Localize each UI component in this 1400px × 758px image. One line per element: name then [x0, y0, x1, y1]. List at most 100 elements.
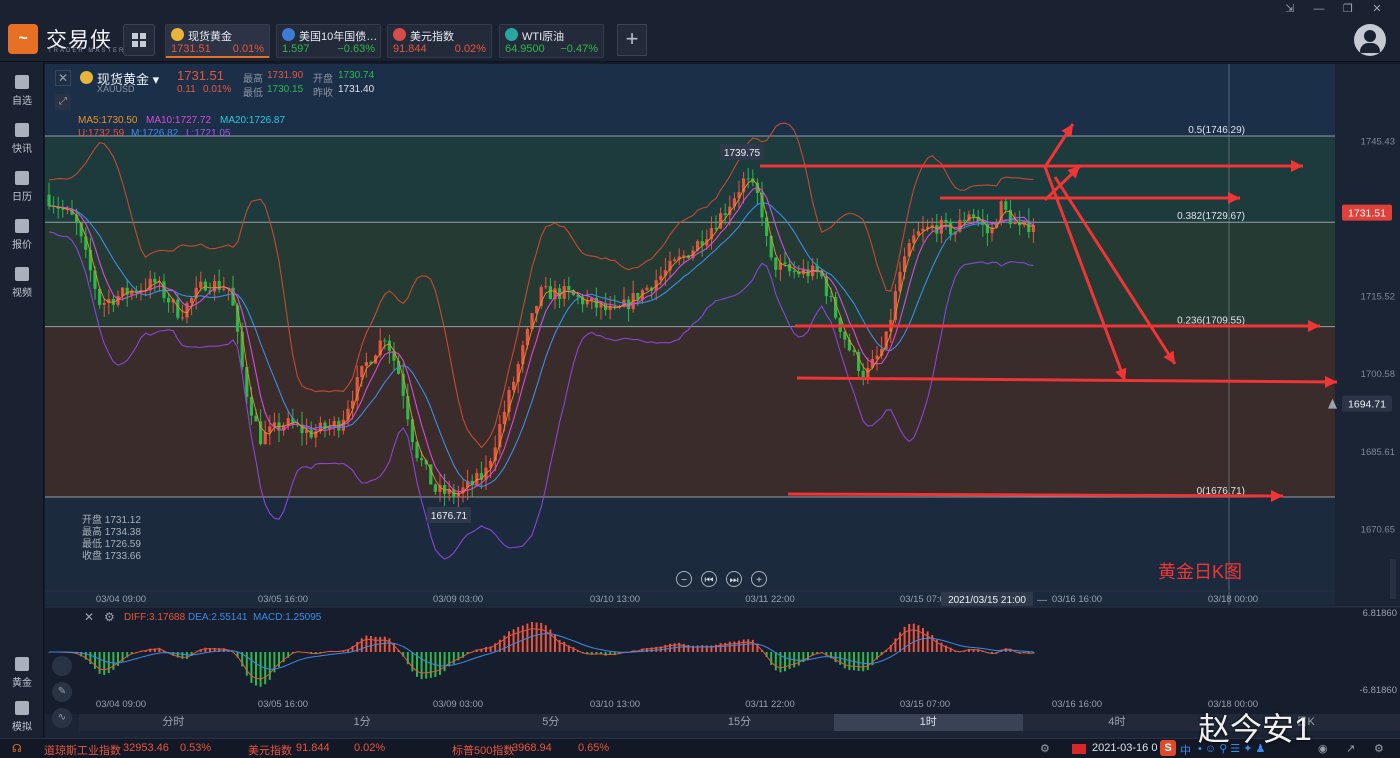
macd-bar [521, 625, 524, 652]
ticker-tab[interactable]: 美国10年国债… 1.597 −0.63% [276, 24, 381, 58]
status-dow-name[interactable]: 道琼斯工业指数 [44, 745, 121, 757]
timeframe-tab[interactable]: 4时 [1108, 716, 1126, 728]
zoom-control-button[interactable] [726, 571, 742, 587]
sidebar-item[interactable]: 日历 [0, 166, 44, 210]
expand-icon[interactable]: ⤢ [55, 94, 71, 110]
status-usd-name[interactable]: 美元指数 [248, 745, 292, 757]
close-macd-button[interactable]: ✕ [84, 610, 95, 624]
candle-body [456, 493, 460, 498]
instrument-change: 0.11 [177, 84, 196, 95]
candle-body [401, 373, 405, 396]
macd-bar [130, 652, 133, 655]
sidebar-item[interactable]: 模拟 [0, 696, 44, 740]
instrument-name[interactable]: 现货黄金 ▾ [97, 72, 160, 87]
candle-body [153, 278, 157, 283]
macd-bar [1032, 652, 1035, 654]
share-icon[interactable]: ↗ [1346, 743, 1356, 755]
macd-bar [112, 652, 115, 670]
candle-body [213, 281, 217, 292]
macd-bar [480, 648, 483, 652]
ticker-tab[interactable]: WTI原油 64.9500 −0.47% [499, 24, 604, 58]
user-avatar[interactable] [1354, 24, 1386, 56]
zoom-control-button[interactable] [701, 571, 717, 587]
candle-body [709, 228, 713, 240]
sidebar-item[interactable]: 黄金 [0, 652, 44, 696]
macd-bar [931, 635, 934, 652]
candle-body [47, 194, 51, 206]
current-price-tag-bg [1342, 204, 1392, 221]
ticker-tab[interactable]: 现货黄金 1731.51 0.01% [165, 24, 270, 58]
candlesticks [47, 167, 1035, 507]
macd-bar [857, 652, 860, 672]
macd-bar [949, 647, 952, 652]
signal-icon[interactable]: ⚙ [1040, 743, 1050, 755]
ime-toolbar-icons[interactable]: • ☺ ⚲ ☰ ✦ ♟ [1198, 743, 1266, 755]
candle-body [972, 214, 976, 217]
macd-bar [370, 636, 372, 652]
settings-icon[interactable]: ⚙ [1374, 743, 1384, 755]
grid-icon [132, 33, 138, 39]
arrow-head [1163, 350, 1175, 364]
candle-body [765, 217, 769, 236]
timeframe-tab[interactable]: 15分 [727, 716, 752, 728]
zoom-control-label: + [756, 575, 762, 586]
candle-body [700, 241, 704, 246]
sidebar-item[interactable]: 快讯 [0, 118, 44, 162]
timeframe-tab[interactable]: 1时 [833, 714, 1023, 731]
maximize-icon[interactable]: ❐ [1343, 3, 1353, 15]
macd-bar [462, 652, 464, 658]
sidebar-item[interactable]: 报价 [0, 214, 44, 258]
candle-body [203, 281, 207, 291]
gold-icon [15, 657, 29, 671]
status-sp-name[interactable]: 标普500指数 [452, 745, 515, 757]
headset-icon[interactable]: ☊ [12, 743, 22, 755]
close-chart-button[interactable]: ✕ [55, 70, 71, 86]
camera-icon[interactable]: ◉ [1318, 743, 1328, 755]
layout-grid-button[interactable] [123, 24, 155, 56]
draw-tool-button[interactable]: ✎ [52, 682, 72, 702]
sidebar-item[interactable]: 自选 [0, 70, 44, 114]
indicator-tool-button[interactable] [52, 656, 72, 676]
macd-bar [255, 652, 257, 686]
candle-body [898, 271, 902, 292]
macd-bar [586, 652, 589, 655]
ticker-tab[interactable]: 美元指数 91.844 0.02% [387, 24, 492, 58]
ticker-change: −0.47% [560, 43, 598, 55]
zoom-control-button[interactable] [751, 571, 767, 587]
timeframe-tab[interactable]: 日K [1296, 716, 1315, 728]
zoom-control-button[interactable] [676, 571, 692, 587]
ime-logo-icon[interactable]: S [1160, 740, 1176, 756]
line-tool-button[interactable]: ∿ [52, 708, 72, 728]
timeframe-tab[interactable]: 分时 [162, 716, 185, 728]
macd-bar [287, 652, 290, 658]
timeframe-tab[interactable]: 1分 [353, 716, 371, 728]
macd-bar [968, 648, 970, 652]
sidebar-item[interactable]: 视频 [0, 262, 44, 306]
macd-settings-icon[interactable]: ⚙ [104, 610, 115, 624]
macd-bar [75, 652, 78, 654]
close-icon[interactable]: ✕ [1372, 3, 1382, 15]
ohlc-low: 最低 1726.59 [82, 539, 141, 550]
candle-body [502, 411, 506, 425]
candle-body [364, 362, 368, 366]
ime-lang[interactable]: 中 [1180, 745, 1191, 757]
candle-body [185, 303, 189, 318]
candle-body [498, 424, 502, 448]
candle-body [953, 231, 957, 235]
add-tab-button[interactable]: + [617, 24, 647, 56]
candle-body [962, 219, 966, 221]
candle-body [420, 458, 424, 461]
boll-lower-legend: L:1721.05 [186, 128, 231, 139]
candle-body [935, 225, 939, 234]
candle-body [668, 260, 672, 271]
status-bar: ☊ 道琼斯工业指数 32953.46 0.53% 美元指数 91.844 0.0… [0, 738, 1400, 758]
timeframe-tab[interactable]: 5分 [542, 716, 560, 728]
candle-body [190, 298, 194, 304]
sidebar-item-label: 报价 [12, 240, 32, 251]
pin-icon[interactable]: ⇲ [1285, 3, 1295, 15]
minimize-icon[interactable]: — [1313, 3, 1325, 15]
fib-label: 0(1676.71) [1197, 486, 1245, 497]
candle-body [530, 313, 534, 330]
window-controls: ⇲ — ❐ ✕ [1277, 2, 1390, 15]
chart-canvas[interactable]: 0.5(1746.29) 0.382(1729.67) 0.236(1709.55)… [45, 64, 1400, 738]
